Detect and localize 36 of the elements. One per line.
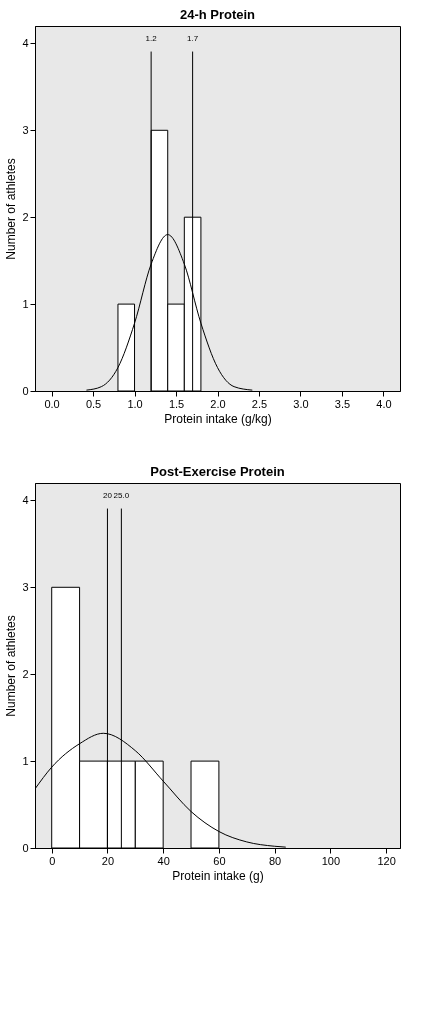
y-tick-label: 1: [22, 754, 29, 767]
x-tick-label: 2.5: [251, 397, 268, 410]
y-tick-label: 3: [22, 123, 29, 136]
y-tick-label: 3: [22, 580, 29, 593]
ref-line-label: 1.2: [145, 33, 158, 43]
y-tick-label: 2: [22, 210, 29, 223]
y-tick-label: 0: [22, 384, 29, 397]
x-tick-label: 120: [377, 854, 396, 867]
y-tick-label: 2: [22, 667, 29, 680]
x-tick-label: 3.0: [293, 397, 309, 410]
x-tick-label: 60: [213, 854, 226, 867]
x-tick-label: 1.5: [168, 397, 185, 410]
x-tick-label: 100: [321, 854, 341, 867]
chart-title: 24-h Protein: [179, 7, 256, 22]
x-tick-label: 0.0: [44, 397, 60, 410]
x-axis-title: Protein intake (g/kg): [164, 411, 272, 426]
y-axis-title: Number of athletes: [4, 158, 19, 260]
y-axis-title: Number of athletes: [4, 615, 19, 717]
x-tick-label: 1.0: [127, 397, 143, 410]
x-tick-label: 0.5: [85, 397, 102, 410]
y-tick-label: 1: [22, 297, 29, 310]
ref-line-label: 25.0: [113, 490, 130, 500]
x-tick-label: 20: [101, 854, 115, 867]
ref-line-label: 20: [102, 490, 113, 500]
ref-line-label: 1.7: [187, 33, 199, 43]
y-tick-label: 4: [22, 36, 29, 49]
x-tick-label: 0: [49, 854, 56, 867]
x-tick-label: 80: [268, 854, 282, 867]
x-tick-label: 40: [157, 854, 170, 867]
x-tick-label: 3.5: [334, 397, 351, 410]
y-tick-label: 4: [22, 493, 29, 506]
chart-title: Post-Exercise Protein: [150, 464, 285, 479]
x-tick-label: 2.0: [210, 397, 226, 410]
x-tick-label: 4.0: [376, 397, 392, 410]
y-tick-label: 0: [22, 841, 29, 854]
x-axis-title: Protein intake (g): [172, 868, 264, 883]
